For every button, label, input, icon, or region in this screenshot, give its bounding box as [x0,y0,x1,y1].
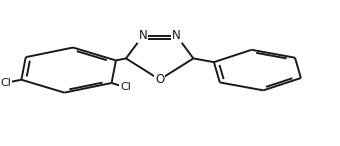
Text: Cl: Cl [1,78,12,88]
Text: N: N [172,29,181,42]
Text: N: N [138,29,147,42]
Text: Cl: Cl [120,82,131,92]
Text: O: O [155,73,164,86]
